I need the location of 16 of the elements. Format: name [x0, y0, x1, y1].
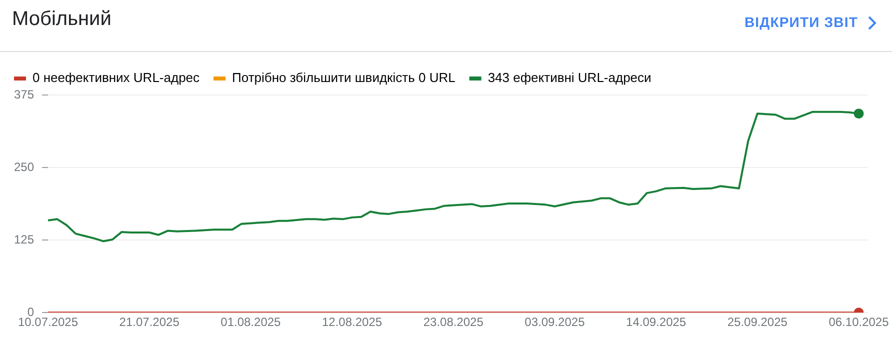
x-tick-label: 12.08.2025 [322, 315, 382, 330]
text: ВІДКРИТИ ЗВІТ [744, 14, 858, 30]
legend-label: Потрібно збільшити швидкість 0 URL [232, 70, 456, 86]
chart-title: Мобільний [12, 8, 112, 31]
x-tick-label: 23.08.2025 [423, 315, 484, 330]
x-tick-label: 25.09.2025 [727, 315, 788, 330]
x-tick-label: 14.09.2025 [626, 315, 686, 330]
x-tick-label: 03.09.2025 [524, 315, 586, 330]
y-tick-label: 375 [14, 87, 34, 102]
x-tick-label: 01.08.2025 [220, 315, 282, 330]
y-tick-label: 250 [14, 160, 34, 174]
legend-label: 0 неефективних URL-адрес [32, 70, 200, 86]
legend-label: 343 ефективні URL-адреси [488, 70, 652, 86]
x-tick-label: 06.10.2025 [828, 315, 890, 330]
x-tick-label: 21.07.2025 [119, 315, 180, 330]
y-tick-label: 125 [14, 232, 34, 246]
